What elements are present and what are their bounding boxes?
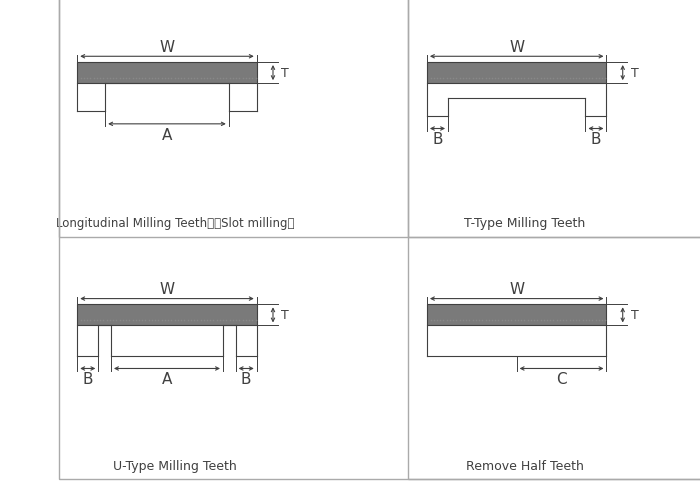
Text: U-Type Milling Teeth: U-Type Milling Teeth: [113, 459, 237, 472]
Bar: [427, 305, 606, 326]
Bar: [77, 63, 257, 84]
Text: T: T: [631, 67, 638, 80]
Text: B: B: [591, 132, 601, 147]
Text: C: C: [556, 372, 567, 387]
Text: T: T: [281, 309, 289, 322]
Text: A: A: [162, 127, 172, 142]
Text: T-Type Milling Teeth: T-Type Milling Teeth: [464, 217, 585, 230]
Text: A: A: [162, 372, 172, 387]
Bar: [427, 63, 606, 84]
Text: B: B: [432, 132, 442, 147]
Bar: [77, 305, 257, 326]
Text: W: W: [160, 282, 174, 297]
Text: T: T: [631, 309, 638, 322]
Text: B: B: [241, 372, 251, 387]
Text: Remove Half Teeth: Remove Half Teeth: [466, 459, 584, 472]
Text: Longitudinal Milling Teeth　（Slot milling）: Longitudinal Milling Teeth （Slot milling…: [56, 217, 295, 230]
Text: B: B: [83, 372, 93, 387]
Text: W: W: [509, 282, 524, 297]
Text: W: W: [160, 40, 174, 55]
Text: T: T: [281, 67, 289, 80]
Text: W: W: [509, 40, 524, 55]
